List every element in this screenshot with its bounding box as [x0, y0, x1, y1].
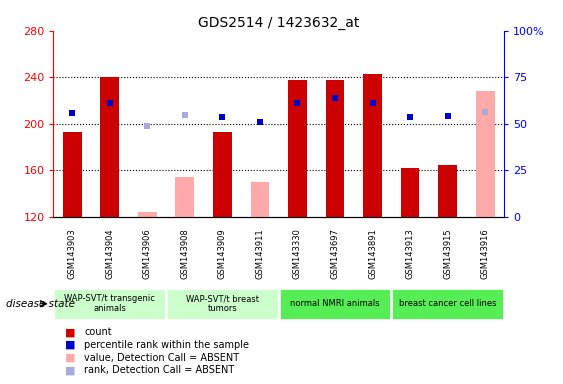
- Text: GSM143916: GSM143916: [481, 228, 490, 279]
- Text: GSM143915: GSM143915: [443, 228, 452, 279]
- Title: GDS2514 / 1423632_at: GDS2514 / 1423632_at: [198, 16, 359, 30]
- Bar: [53, 288, 166, 320]
- Bar: [138, 212, 157, 217]
- Text: WAP-SVT/t transgenic
animals: WAP-SVT/t transgenic animals: [64, 294, 155, 313]
- Text: GSM143913: GSM143913: [405, 228, 414, 279]
- Text: GSM143906: GSM143906: [143, 228, 152, 279]
- Text: GSM143891: GSM143891: [368, 228, 377, 279]
- Text: disease state: disease state: [6, 299, 75, 309]
- Text: percentile rank within the sample: percentile rank within the sample: [84, 340, 249, 350]
- Text: GSM143904: GSM143904: [105, 228, 114, 279]
- Bar: [63, 132, 82, 217]
- Bar: [213, 132, 232, 217]
- Text: WAP-SVT/t breast
tumors: WAP-SVT/t breast tumors: [186, 294, 259, 313]
- Text: GSM143697: GSM143697: [330, 228, 339, 279]
- Text: GSM143330: GSM143330: [293, 228, 302, 279]
- Bar: [363, 74, 382, 217]
- Text: count: count: [84, 327, 112, 337]
- Bar: [325, 79, 345, 217]
- Bar: [279, 288, 391, 320]
- Text: GSM143903: GSM143903: [68, 228, 77, 279]
- Bar: [476, 91, 494, 217]
- Bar: [166, 288, 279, 320]
- Text: GSM143911: GSM143911: [256, 228, 265, 279]
- Text: normal NMRI animals: normal NMRI animals: [290, 299, 380, 308]
- Bar: [438, 165, 457, 217]
- Bar: [176, 177, 194, 217]
- Text: GSM143909: GSM143909: [218, 228, 227, 279]
- Bar: [251, 182, 269, 217]
- Text: ■: ■: [65, 353, 75, 362]
- Text: ■: ■: [65, 340, 75, 350]
- Bar: [100, 77, 119, 217]
- Text: ■: ■: [65, 327, 75, 337]
- Text: GSM143908: GSM143908: [180, 228, 189, 279]
- Text: rank, Detection Call = ABSENT: rank, Detection Call = ABSENT: [84, 365, 235, 375]
- Bar: [401, 168, 419, 217]
- Bar: [288, 79, 307, 217]
- Text: ■: ■: [65, 365, 75, 375]
- Bar: [391, 288, 504, 320]
- Text: value, Detection Call = ABSENT: value, Detection Call = ABSENT: [84, 353, 240, 362]
- Text: breast cancer cell lines: breast cancer cell lines: [399, 299, 497, 308]
